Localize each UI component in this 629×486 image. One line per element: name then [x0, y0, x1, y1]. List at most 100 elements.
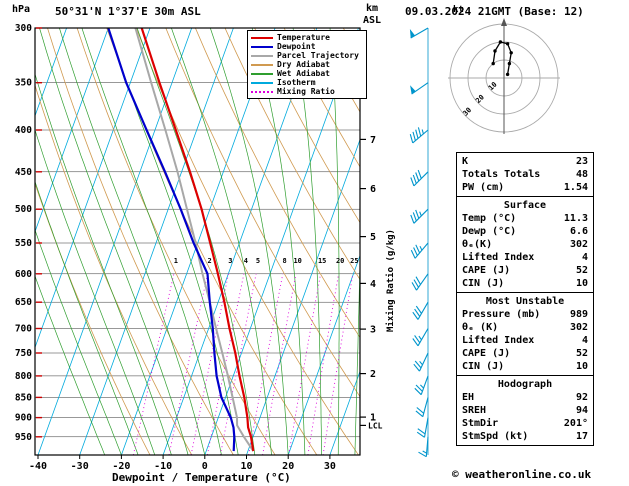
- dry-adiabat-line: [224, 28, 360, 281]
- dry-adiabat-line: [283, 28, 360, 168]
- wind-barb-full: [416, 407, 425, 414]
- index-row: θₑ (K) 302: [457, 321, 593, 334]
- wind-barb-full: [414, 335, 421, 344]
- wind-barb-full: [415, 172, 420, 182]
- indices-section: K 23 Totals Totals 48 PW (cm) 1.54: [457, 153, 593, 196]
- wind-barb-full: [414, 387, 422, 396]
- dewpoint-curve: [107, 28, 236, 452]
- wet-adiabat-line: [171, 28, 272, 455]
- plot-frame: [34, 27, 361, 456]
- isotherm-line: [35, 28, 67, 117]
- pressure-tick-label: 350: [15, 78, 32, 89]
- legend-line-sample: [251, 81, 273, 84]
- isotherm-line: [35, 28, 151, 349]
- legend-line-sample: [251, 63, 273, 66]
- index-value: 52: [575, 265, 588, 276]
- wind-barb-shaft: [413, 208, 429, 224]
- wind-barb-shaft: [416, 273, 429, 291]
- dry-adiabat-line: [35, 182, 151, 455]
- wind-pennant: [410, 85, 416, 95]
- legend-item: Dry Adiabat: [251, 60, 363, 69]
- wind-barb-shaft: [422, 397, 429, 417]
- wind-barb-full: [410, 249, 416, 259]
- wet-adiabat-line: [39, 28, 189, 455]
- wind-barb-full: [415, 276, 421, 285]
- altitude-tick-label: 2: [370, 369, 376, 380]
- index-label: SREH: [462, 405, 487, 416]
- wind-barb-full: [411, 282, 417, 291]
- index-row: Lifted Index 4: [457, 334, 593, 347]
- index-row: Totals Totals 48: [457, 168, 593, 181]
- wind-barb-shaft: [419, 352, 429, 372]
- index-label: Lifted Index: [462, 335, 535, 346]
- mixing-ratio-value-label: 25: [350, 257, 358, 265]
- index-value: 1.54: [563, 182, 588, 193]
- index-row: EH 92: [457, 391, 593, 404]
- altitude-tick-label: 6: [370, 184, 376, 195]
- legend-label: Parcel Trajectory: [277, 51, 359, 60]
- hodograph-ring-label: 10: [487, 80, 499, 92]
- index-row: Lifted Index 4: [457, 251, 593, 264]
- lcl-label: LCL: [368, 421, 383, 430]
- altitude-axis-unit-asl: ASL: [363, 15, 382, 26]
- index-label: Temp (°C): [462, 213, 517, 224]
- legend-item: Temperature: [251, 33, 363, 42]
- dry-adiabat-line: [195, 28, 360, 339]
- mixing-ratio-value-label: 8: [282, 257, 286, 265]
- dry-adiabat-line: [165, 28, 360, 398]
- legend-item: Wet Adiabat: [251, 69, 363, 78]
- wind-barb-full: [413, 363, 420, 372]
- index-value: 92: [575, 392, 588, 403]
- wind-barb-full: [415, 410, 424, 418]
- index-row: CAPE (J) 52: [457, 347, 593, 360]
- hodograph-ring-label: 20: [474, 93, 486, 105]
- legend-item: Mixing Ratio: [251, 87, 363, 96]
- index-row: K 23: [457, 155, 593, 168]
- wet-adiabat-line: [59, 28, 206, 455]
- pressure-tick-label: 500: [15, 204, 32, 215]
- wind-barb-full: [415, 384, 423, 392]
- index-label: StmSpd (kt): [462, 431, 529, 442]
- temp-tick-label: -10: [154, 461, 172, 472]
- wind-barb-shaft: [425, 436, 429, 457]
- pressure-axis-unit: hPa: [12, 4, 31, 15]
- pressure-tick-label: 600: [15, 269, 32, 280]
- mixing-ratio-line: [190, 273, 229, 455]
- pressure-tick-label: 950: [15, 432, 32, 443]
- wet-adiabat-line: [35, 275, 106, 455]
- index-label: CIN (J): [462, 278, 505, 289]
- mixing-ratio-line: [132, 273, 175, 455]
- mixing-ratio-line: [206, 273, 245, 455]
- hodograph-trace-point: [505, 42, 510, 46]
- index-label: Lifted Index: [462, 252, 535, 263]
- temp-tick-label: 30: [324, 461, 336, 472]
- wind-barb-full: [417, 428, 426, 435]
- hodograph-trace: [492, 41, 512, 75]
- mixing-ratio-value-label: 15: [318, 257, 326, 265]
- indices-table: K 23 Totals Totals 48 PW (cm) 1.54 Surface Temp…: [456, 152, 594, 446]
- index-value: 94: [575, 405, 588, 416]
- index-value: 989: [569, 309, 588, 320]
- index-row: Dewp (°C) 6.6: [457, 225, 593, 238]
- dry-adiabat-line: [254, 28, 360, 224]
- indices-section-title: Surface: [503, 200, 547, 211]
- wind-barb-shaft: [410, 27, 429, 39]
- datetime-title: 09.03.2024 21GMT (Base: 12): [405, 5, 584, 18]
- legend-label: Isotherm: [277, 78, 316, 87]
- indices-section-title: Most Unstable: [485, 296, 565, 307]
- legend-line-sample: [251, 36, 273, 39]
- index-value: 17: [575, 431, 588, 442]
- altitude-axis-unit-km: km: [366, 3, 379, 14]
- wind-barb-full: [412, 311, 419, 320]
- index-row: StmDir 201°: [457, 417, 593, 430]
- hodograph-ring-label: 30: [462, 106, 474, 118]
- wind-barb-full: [417, 169, 422, 179]
- index-value: 302: [569, 322, 588, 333]
- wet-adiabat-line: [35, 229, 122, 455]
- index-label: StmDir: [462, 418, 499, 429]
- mixing-ratio-line: [262, 273, 297, 455]
- altitude-tick-label: 3: [370, 325, 376, 336]
- wind-barb-full: [415, 244, 421, 254]
- index-label: CIN (J): [462, 361, 505, 372]
- wind-barb-full: [416, 431, 425, 438]
